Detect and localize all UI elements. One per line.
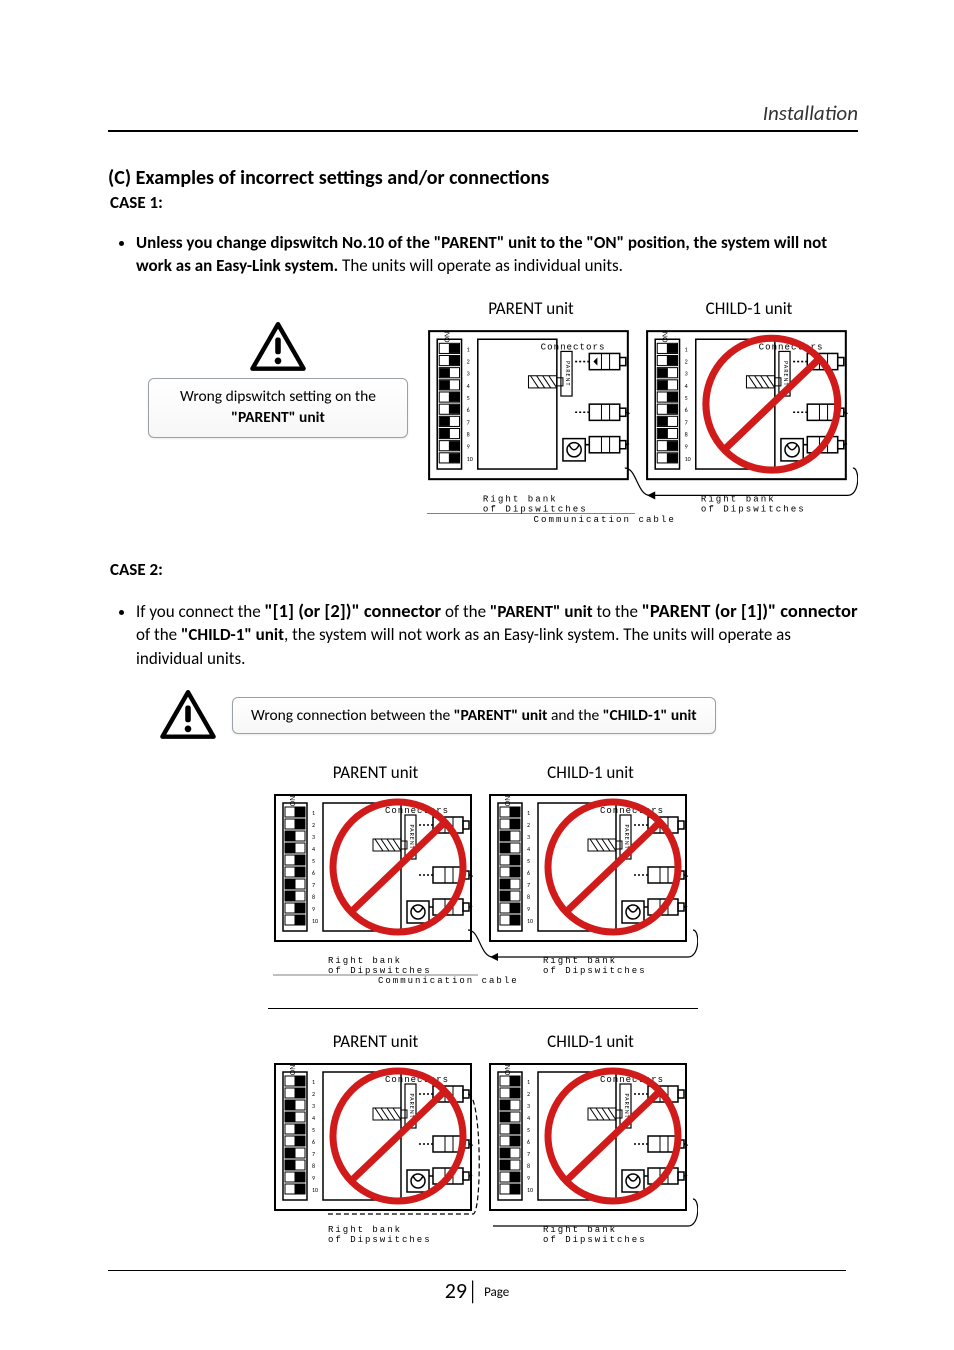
case1-diagram-svg: Right bank of Dipswitches Right bank of … bbox=[422, 321, 858, 524]
case1-bullet-rest: The units will operate as individual uni… bbox=[338, 255, 623, 276]
page-number: 29 bbox=[445, 1277, 467, 1304]
case2-diagram-b: PARENT unit CHILD-1 unit Right bank of D… bbox=[268, 1031, 698, 1249]
case1-caution-box: Wrong dipswitch setting on the "PARENT" … bbox=[148, 378, 408, 438]
case1-child-title: CHILD-1 unit bbox=[640, 298, 858, 319]
c2b-svg: Right bank of Dipswitches Right bank of … bbox=[268, 1054, 698, 1244]
case1-bullet: Unless you change dipswitch No.10 of the… bbox=[108, 231, 858, 278]
case2-bullet-li: If you connect the "[1] (or [2])" connec… bbox=[136, 598, 858, 670]
c2a-parent-title: PARENT unit bbox=[268, 762, 483, 783]
caution-icon bbox=[250, 322, 306, 372]
svg-text:of Dipswitches: of Dipswitches bbox=[328, 1235, 432, 1244]
case1-label: CASE 1: bbox=[110, 192, 858, 213]
case2-caution-row: Wrong connection between the "PARENT" un… bbox=[160, 690, 858, 740]
case2-bullet: If you connect the "[1] (or [2])" connec… bbox=[108, 598, 858, 670]
case1-figure-row: Wrong dipswitch setting on the "PARENT" … bbox=[108, 298, 858, 529]
svg-text:of Dipswitches: of Dipswitches bbox=[543, 966, 647, 976]
case1-caution: Wrong dipswitch setting on the "PARENT" … bbox=[148, 322, 408, 438]
c2a-child-title: CHILD-1 unit bbox=[483, 762, 698, 783]
case1-caution-pre: Wrong dipswitch setting on the bbox=[180, 387, 376, 406]
case2-caution-mid: and the bbox=[547, 706, 602, 725]
case2-diagram-a: PARENT unit CHILD-1 unit Right bank of D… bbox=[268, 762, 698, 1009]
case2-caution-b1: "PARENT" unit bbox=[454, 706, 548, 725]
case2-caution-b2: "CHILD-1" unit bbox=[603, 706, 697, 725]
svg-text:Right bank: Right bank bbox=[328, 956, 402, 966]
case1-caution-bold: "PARENT" unit bbox=[231, 408, 325, 427]
c2a-svg: Right bank of Dipswitches Right bank of … bbox=[268, 785, 698, 985]
case2-caution-pre: Wrong connection between the bbox=[251, 706, 454, 725]
header-rule: Installation bbox=[108, 100, 858, 132]
footer: 29│Page bbox=[0, 1270, 954, 1304]
c1-od2: of Dipswitches bbox=[701, 504, 806, 515]
svg-text:Right bank: Right bank bbox=[328, 1225, 402, 1235]
page-word: Page bbox=[484, 1285, 509, 1300]
svg-text:Communication cable: Communication cable bbox=[378, 976, 519, 985]
page: Installation (C) Examples of incorrect s… bbox=[0, 0, 954, 1350]
case2-label: CASE 2: bbox=[110, 559, 858, 580]
c1-cable: Communication cable bbox=[534, 514, 676, 524]
section-heading: (C) Examples of incorrect settings and/o… bbox=[108, 166, 858, 190]
caution-icon bbox=[160, 690, 216, 740]
case1-diagram: PARENT unit CHILD-1 unit Right bank of D… bbox=[422, 298, 858, 529]
header-section: Installation bbox=[108, 100, 858, 126]
case2-caution-box: Wrong connection between the "PARENT" un… bbox=[232, 697, 716, 734]
svg-text:of Dipswitches: of Dipswitches bbox=[328, 966, 432, 976]
case1-parent-title: PARENT unit bbox=[422, 298, 640, 319]
svg-text:of Dipswitches: of Dipswitches bbox=[543, 1235, 647, 1244]
c2b-parent-title: PARENT unit bbox=[268, 1031, 483, 1052]
c2b-child-title: CHILD-1 unit bbox=[483, 1031, 698, 1052]
